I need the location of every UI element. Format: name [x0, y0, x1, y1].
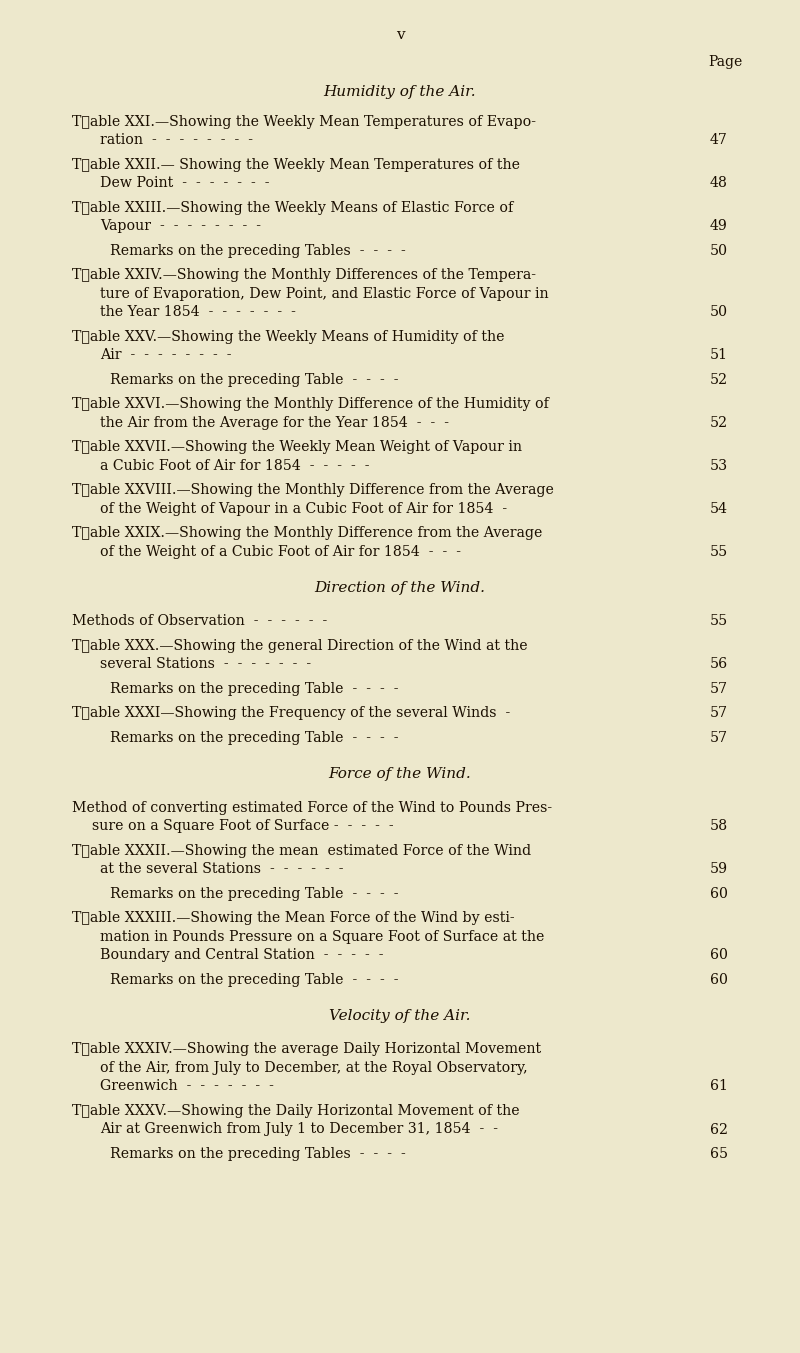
Text: v: v	[396, 28, 404, 42]
Text: Remarks on the preceding Tables  -  -  -  -: Remarks on the preceding Tables - - - -	[110, 244, 406, 257]
Text: 53: 53	[710, 459, 728, 472]
Text: T able XXV.—Showing the Weekly Means of Humidity of the: T able XXV.—Showing the Weekly Means of …	[72, 330, 505, 344]
Text: 54: 54	[710, 502, 728, 515]
Text: T able XXVII.—Showing the Weekly Mean Weight of Vapour in: T able XXVII.—Showing the Weekly Mean We…	[72, 440, 522, 455]
Text: Remarks on the preceding Table  -  -  -  -: Remarks on the preceding Table - - - -	[110, 372, 398, 387]
Text: several Stations  -  -  -  -  -  -  -: several Stations - - - - - - -	[100, 658, 311, 671]
Text: T able XXI.—Showing the Weekly Mean Temperatures of Evapo-: T able XXI.—Showing the Weekly Mean Temp…	[72, 115, 536, 129]
Text: T able XXII.— Showing the Weekly Mean Temperatures of the: T able XXII.— Showing the Weekly Mean Te…	[72, 157, 520, 172]
Text: 57: 57	[710, 682, 728, 695]
Text: 58: 58	[710, 819, 728, 833]
Text: Method of converting estimated Force of the Wind to Pounds Pres-: Method of converting estimated Force of …	[72, 801, 552, 815]
Text: 50: 50	[710, 244, 728, 257]
Text: T able XXVI.—Showing the Monthly Difference of the Humidity of: T able XXVI.—Showing the Monthly Differe…	[72, 396, 549, 411]
Text: T able XXXII.—Showing the mean  estimated Force of the Wind: T able XXXII.—Showing the mean estimated…	[72, 844, 531, 858]
Text: 48: 48	[710, 176, 728, 191]
Text: mation in Pounds Pressure on a Square Foot of Surface at the: mation in Pounds Pressure on a Square Fo…	[100, 930, 544, 943]
Text: 55: 55	[710, 545, 728, 559]
Text: 55: 55	[710, 614, 728, 628]
Text: of the Weight of a Cubic Foot of Air for 1854  -  -  -: of the Weight of a Cubic Foot of Air for…	[100, 545, 461, 559]
Text: Remarks on the preceding Table  -  -  -  -: Remarks on the preceding Table - - - -	[110, 973, 398, 986]
Text: T able XXIX.—Showing the Monthly Difference from the Average: T able XXIX.—Showing the Monthly Differe…	[72, 526, 542, 540]
Text: 47: 47	[710, 133, 728, 147]
Text: T able XXIII.—Showing the Weekly Means of Elastic Force of: T able XXIII.—Showing the Weekly Means o…	[72, 200, 514, 215]
Text: T able XXXV.—Showing the Daily Horizontal Movement of the: T able XXXV.—Showing the Daily Horizonta…	[72, 1104, 520, 1118]
Text: T able XXIV.—Showing the Monthly Differences of the Tempera-: T able XXIV.—Showing the Monthly Differe…	[72, 268, 536, 281]
Text: 56: 56	[710, 658, 728, 671]
Text: Page: Page	[709, 55, 743, 69]
Text: 50: 50	[710, 304, 728, 319]
Text: T able XXXIV.—Showing the average Daily Horizontal Movement: T able XXXIV.—Showing the average Daily …	[72, 1043, 541, 1057]
Text: of the Air, from July to December, at the Royal Observatory,: of the Air, from July to December, at th…	[100, 1061, 528, 1076]
Text: 49: 49	[710, 219, 728, 233]
Text: 60: 60	[710, 886, 728, 901]
Text: 51: 51	[710, 348, 728, 363]
Text: 57: 57	[710, 731, 728, 746]
Text: T able XXX.—Showing the general Direction of the Wind at the: T able XXX.—Showing the general Directio…	[72, 639, 528, 653]
Text: Direction of the Wind.: Direction of the Wind.	[314, 580, 486, 595]
Text: 60: 60	[710, 973, 728, 986]
Text: of the Weight of Vapour in a Cubic Foot of Air for 1854  -: of the Weight of Vapour in a Cubic Foot …	[100, 502, 507, 515]
Text: at the several Stations  -  -  -  -  -  -: at the several Stations - - - - - -	[100, 862, 343, 877]
Text: T able XXVIII.—Showing the Monthly Difference from the Average: T able XXVIII.—Showing the Monthly Diffe…	[72, 483, 554, 497]
Text: Remarks on the preceding Tables  -  -  -  -: Remarks on the preceding Tables - - - -	[110, 1147, 406, 1161]
Text: sure on a Square Foot of Surface -  -  -  -  -: sure on a Square Foot of Surface - - - -…	[92, 819, 394, 833]
Text: Remarks on the preceding Table  -  -  -  -: Remarks on the preceding Table - - - -	[110, 682, 398, 695]
Text: Air  -  -  -  -  -  -  -  -: Air - - - - - - - -	[100, 348, 231, 363]
Text: 52: 52	[710, 372, 728, 387]
Text: 62: 62	[710, 1123, 728, 1137]
Text: 52: 52	[710, 415, 728, 430]
Text: Velocity of the Air.: Velocity of the Air.	[330, 1009, 470, 1023]
Text: the Year 1854  -  -  -  -  -  -  -: the Year 1854 - - - - - - -	[100, 304, 296, 319]
Text: 60: 60	[710, 948, 728, 962]
Text: Boundary and Central Station  -  -  -  -  -: Boundary and Central Station - - - - -	[100, 948, 383, 962]
Text: Force of the Wind.: Force of the Wind.	[329, 767, 471, 782]
Text: 61: 61	[710, 1080, 728, 1093]
Text: Humidity of the Air.: Humidity of the Air.	[324, 85, 476, 99]
Text: the Air from the Average for the Year 1854  -  -  -: the Air from the Average for the Year 18…	[100, 415, 449, 430]
Text: Remarks on the preceding Table  -  -  -  -: Remarks on the preceding Table - - - -	[110, 886, 398, 901]
Text: 57: 57	[710, 706, 728, 720]
Text: Dew Point  -  -  -  -  -  -  -: Dew Point - - - - - - -	[100, 176, 270, 191]
Text: ture of Evaporation, Dew Point, and Elastic Force of Vapour in: ture of Evaporation, Dew Point, and Elas…	[100, 287, 549, 300]
Text: Remarks on the preceding Table  -  -  -  -: Remarks on the preceding Table - - - -	[110, 731, 398, 746]
Text: Air at Greenwich from July 1 to December 31, 1854  -  -: Air at Greenwich from July 1 to December…	[100, 1123, 498, 1137]
Text: 65: 65	[710, 1147, 728, 1161]
Text: Methods of Observation  -  -  -  -  -  -: Methods of Observation - - - - - -	[72, 614, 327, 628]
Text: Greenwich  -  -  -  -  -  -  -: Greenwich - - - - - - -	[100, 1080, 274, 1093]
Text: ration  -  -  -  -  -  -  -  -: ration - - - - - - - -	[100, 133, 253, 147]
Text: 59: 59	[710, 862, 728, 877]
Text: T able XXXI—Showing the Frequency of the several Winds  -: T able XXXI—Showing the Frequency of the…	[72, 706, 510, 720]
Text: T able XXXIII.—Showing the Mean Force of the Wind by esti-: T able XXXIII.—Showing the Mean Force of…	[72, 911, 514, 925]
Text: Vapour  -  -  -  -  -  -  -  -: Vapour - - - - - - - -	[100, 219, 261, 233]
Text: a Cubic Foot of Air for 1854  -  -  -  -  -: a Cubic Foot of Air for 1854 - - - - -	[100, 459, 370, 472]
